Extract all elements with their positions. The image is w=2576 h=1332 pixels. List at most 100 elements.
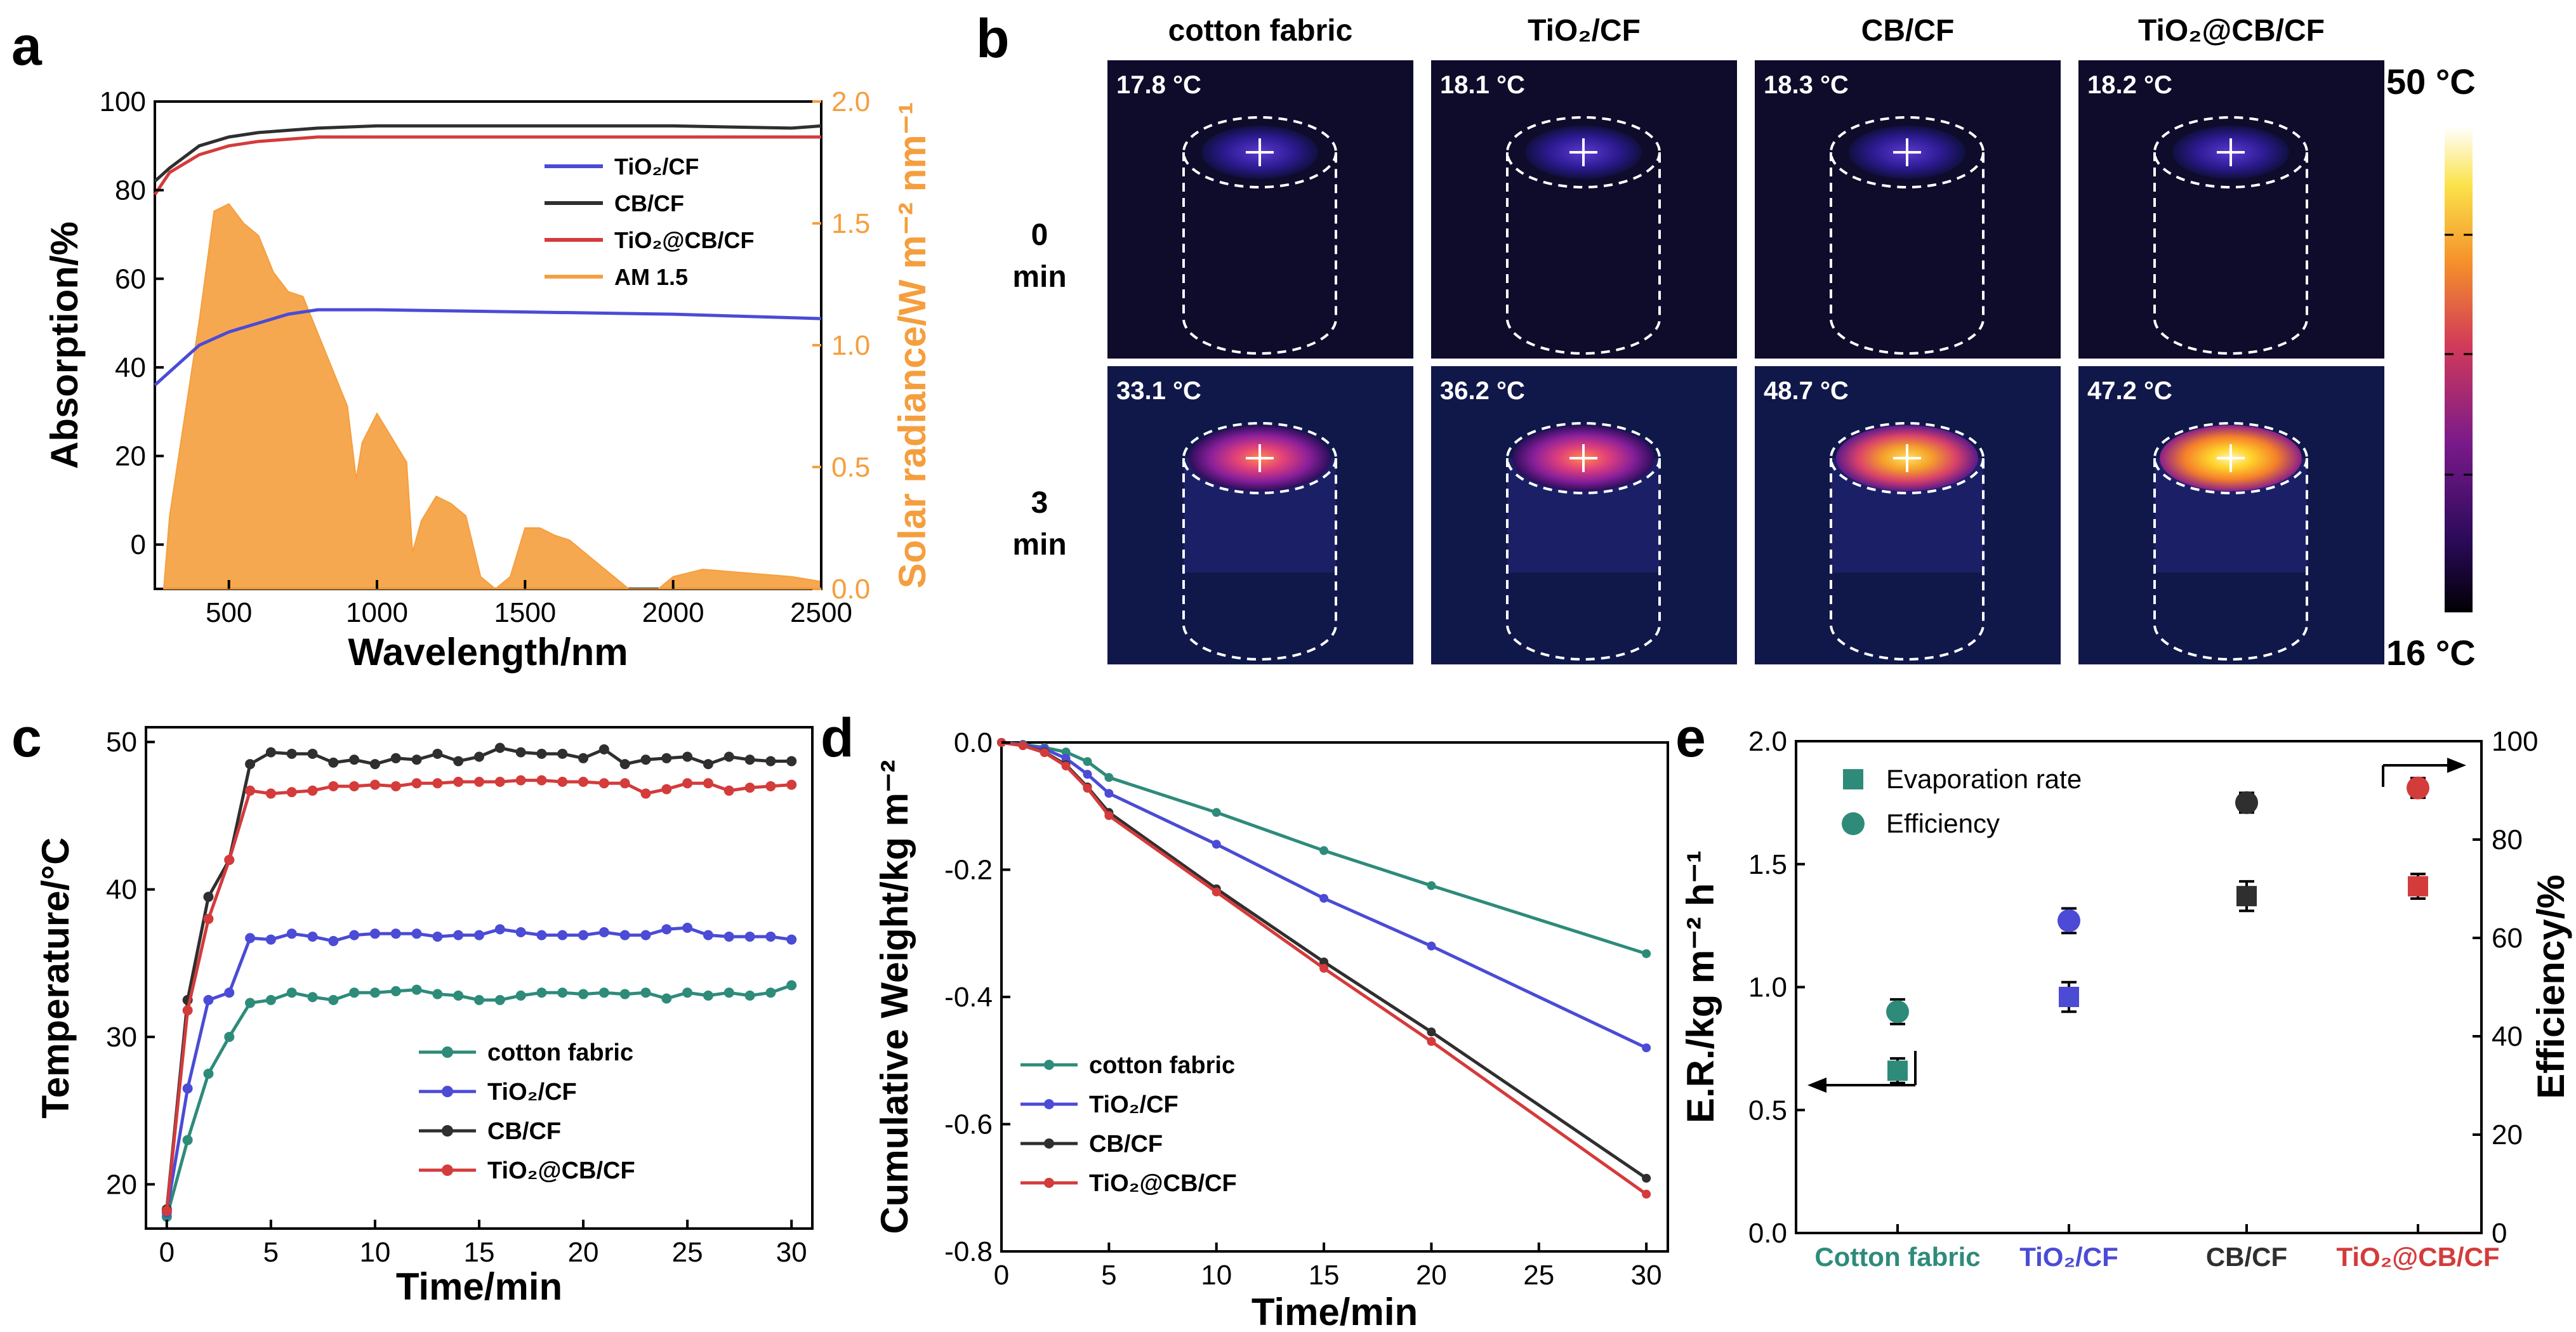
e-y2tick-label: 40 — [2492, 1021, 2523, 1052]
d-series-3-point — [1642, 1189, 1651, 1199]
d-series-0-point — [1642, 949, 1651, 958]
c-series-2-point — [328, 757, 339, 768]
a-y2tick-label: 1.5 — [831, 208, 870, 239]
c-series-0-point — [307, 992, 318, 1003]
d-ytick-label: -0.8 — [944, 1236, 993, 1267]
arrow-right-axis — [2382, 758, 2466, 787]
panel-label-b: b — [976, 8, 1010, 69]
d-ytick-label: 0.0 — [954, 727, 993, 758]
c-series-1-point — [494, 924, 505, 935]
c-series-0-point — [578, 989, 589, 999]
d-xtick-label: 5 — [1101, 1260, 1116, 1291]
legend-label-evaporation-rate: Evaporation rate — [1886, 764, 2082, 794]
d-series-1-point — [1319, 893, 1329, 903]
c-series-0-point — [265, 994, 276, 1005]
c-series-2-point — [515, 747, 526, 758]
d-legend-label-2: CB/CF — [1089, 1131, 1163, 1157]
c-series-0-point — [703, 990, 713, 1001]
c-series-2-point — [245, 759, 256, 770]
c-series-1-point — [619, 930, 630, 940]
c-series-3-point — [432, 778, 443, 789]
c-series-3-point — [536, 775, 547, 786]
c-series-0-point — [328, 994, 339, 1005]
c-series-2-point — [598, 744, 609, 755]
a-ytick-label: 20 — [115, 441, 146, 472]
d-legend-marker-1 — [1044, 1099, 1054, 1109]
c-series-0-point — [390, 986, 401, 996]
efficiency-point — [2407, 776, 2429, 800]
c-series-2-point — [203, 892, 214, 902]
c-series-1-point — [432, 931, 443, 942]
c-ytick-label: 40 — [106, 874, 137, 906]
colorbar-max-label: 50 °C — [2386, 62, 2476, 102]
c-series-0-point — [536, 987, 547, 998]
c-series-1-point — [557, 930, 568, 940]
panel-d-xlabel: Time/min — [1252, 1291, 1418, 1332]
d-series-3-point — [1319, 963, 1329, 973]
c-series-1-point — [598, 926, 609, 937]
c-series-1-point — [474, 930, 484, 940]
c-series-0-point — [224, 1031, 235, 1042]
legend-label-0: TiO₂/CF — [614, 154, 699, 180]
d-xtick-label: 10 — [1201, 1260, 1232, 1291]
d-series-0-point — [1212, 808, 1221, 817]
c-series-3-point — [307, 785, 318, 796]
sample-outline-top — [1506, 116, 1661, 188]
c-series-2-point — [494, 742, 505, 753]
c-series-2-point — [682, 751, 693, 762]
a-ytick-label: 100 — [100, 86, 146, 117]
c-series-1-point — [723, 931, 734, 942]
c-series-2-point — [474, 751, 484, 762]
a-y2tick-label: 0.5 — [831, 452, 870, 483]
d-series-3-point — [1083, 784, 1092, 793]
d-series-1-point — [1427, 941, 1436, 951]
thermal-temperature-readout: 47.2 °C — [2087, 377, 2172, 405]
legend-label-efficiency: Efficiency — [1886, 808, 2000, 838]
c-series-3-point — [245, 785, 256, 796]
c-series-0-point — [453, 990, 464, 1001]
c-xtick-label: 25 — [672, 1237, 703, 1268]
d-series-1-point — [1061, 754, 1071, 763]
c-series-3-point — [286, 787, 297, 798]
c-series-1-point — [682, 923, 693, 933]
d-series-0-point — [1061, 748, 1071, 757]
thermal-column-title: cotton fabric — [1168, 14, 1353, 48]
c-series-0-point — [286, 987, 297, 998]
c-series-0-point — [245, 998, 256, 1008]
thermal-row0-label-bottom: min — [1012, 260, 1066, 294]
a-y2tick-label: 0.0 — [831, 574, 870, 605]
c-series-2-point — [765, 756, 776, 767]
e-y2tick-label: 80 — [2492, 824, 2523, 855]
d-series-2-point — [1427, 1027, 1436, 1037]
c-series-3-point — [224, 855, 235, 866]
c-series-0-point — [640, 987, 651, 998]
c-series-2-point — [369, 759, 380, 770]
evaporation-rate-point — [2408, 876, 2428, 897]
evaporation-rate-point — [2236, 886, 2257, 907]
thermal-image — [1755, 60, 2061, 359]
a-xtick-label: 500 — [206, 597, 252, 628]
c-series-1-point — [765, 931, 776, 942]
c-legend-marker-3 — [442, 1164, 453, 1176]
c-series-3-point — [578, 776, 589, 787]
c-xtick-label: 10 — [359, 1237, 390, 1268]
c-xtick-label: 5 — [263, 1237, 279, 1268]
sample-outline-top — [1182, 422, 1337, 494]
c-series-1-point — [453, 930, 464, 940]
c-series-3-point — [598, 778, 609, 789]
a-y2tick-label: 1.0 — [831, 330, 870, 361]
thermal-column-title: TiO₂/CF — [1528, 14, 1641, 48]
c-series-0-point — [411, 984, 422, 995]
a-xtick-label: 1500 — [494, 597, 556, 628]
c-series-0-point — [349, 987, 360, 998]
d-series-3-point — [1212, 887, 1221, 897]
a-xtick-label: 2000 — [642, 597, 704, 628]
c-series-3-point — [265, 788, 276, 799]
d-series-0-point — [1083, 757, 1092, 767]
sample-outline-top — [1506, 422, 1661, 494]
c-series-1-point — [411, 928, 422, 939]
d-xtick-label: 20 — [1416, 1260, 1447, 1291]
c-series-3-point — [203, 914, 214, 925]
c-ytick-label: 20 — [106, 1169, 137, 1200]
c-series-0-point — [598, 987, 609, 998]
